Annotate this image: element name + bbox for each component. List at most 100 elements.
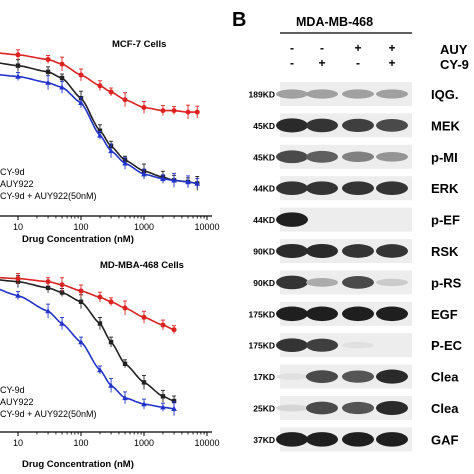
blot-band (376, 369, 408, 384)
data-point (141, 171, 147, 177)
data-point (59, 290, 65, 295)
molecular-weight-label: 175KD (249, 341, 275, 351)
treatment-label: CY-9 (440, 57, 469, 72)
protein-label: RSK (431, 244, 459, 259)
blot-band (376, 400, 408, 416)
blot-band (376, 278, 408, 287)
data-point (15, 73, 21, 79)
protein-label: p-RS (431, 275, 462, 290)
data-point (141, 401, 147, 407)
data-point (171, 327, 177, 333)
data-point (122, 305, 128, 311)
data-point (160, 404, 166, 410)
molecular-weight-label: 37KD (253, 435, 275, 445)
data-point (15, 276, 21, 282)
protein-label: EGF (431, 307, 458, 322)
protein-label: MEK (431, 118, 461, 133)
x-tick-label: 1000 (134, 222, 154, 232)
data-point (78, 339, 84, 345)
data-point (97, 321, 103, 326)
blot-band (306, 370, 338, 383)
blot-row: 37KD GAF (253, 427, 459, 452)
blot-band (342, 401, 374, 415)
data-point (171, 177, 177, 183)
legend-entry: CY-9d (0, 385, 25, 395)
blot-band (276, 432, 308, 447)
protein-label: ERK (431, 181, 459, 196)
series-curve (0, 276, 175, 331)
data-point (108, 299, 114, 305)
data-point (59, 84, 65, 90)
data-point (97, 132, 103, 138)
molecular-weight-label: 189KD (249, 90, 275, 100)
data-point (108, 339, 114, 345)
treatment-sign: + (318, 56, 325, 70)
protein-label: P-EC (431, 338, 463, 353)
molecular-weight-label: 90KD (253, 278, 275, 288)
chart-marks (0, 273, 177, 416)
chart-title: MD-MBA-468 Cells (100, 260, 184, 271)
chart-marks (0, 49, 201, 191)
data-point (97, 83, 103, 89)
x-tick-label: 10 (13, 222, 23, 232)
molecular-weight-label: 44KD (253, 184, 275, 194)
data-point (108, 382, 114, 388)
x-tick-label: 100 (73, 438, 88, 448)
data-point (185, 178, 191, 185)
data-point (59, 61, 65, 67)
blot-band (276, 338, 308, 353)
data-point (97, 128, 103, 133)
blot-band (306, 89, 338, 99)
x-tick-label: 10000 (194, 438, 219, 448)
blot-row: 189KD IQG. (249, 82, 458, 106)
blot-band (376, 432, 408, 447)
western-blot-panel: B MDA-MB-468 - - + + AUY- + - + CY-9 189KD IQG.45… (232, 9, 469, 452)
protein-label: IQG. (431, 87, 458, 102)
blot-row: 175KD P-EC (249, 333, 463, 358)
data-point (122, 394, 128, 401)
blot-band (276, 275, 308, 290)
blot-band (276, 243, 308, 259)
data-point (122, 361, 128, 366)
blot-band (276, 306, 308, 322)
blot-row: 44KD ERK (253, 176, 459, 201)
protein-label: p-MI (431, 150, 458, 165)
blot-band (342, 306, 374, 322)
data-point (194, 109, 200, 115)
data-point (97, 367, 103, 373)
data-point (45, 56, 51, 62)
blot-band (342, 118, 374, 132)
data-point (59, 320, 65, 326)
x-tick-label: 10000 (194, 222, 219, 232)
x-tick-labels: 10 100 1000 10000 (13, 216, 220, 232)
blot-band (376, 119, 408, 132)
blot-band (376, 89, 408, 99)
blot-band (306, 150, 338, 163)
blot-band (342, 276, 374, 289)
blot-band (342, 370, 374, 383)
series-curve (0, 279, 175, 402)
treatment-sign: - (320, 41, 324, 55)
data-point (78, 288, 84, 294)
data-point (171, 398, 177, 404)
data-point (160, 175, 166, 181)
data-point (122, 160, 128, 166)
legend-entry: CY-9d (0, 167, 25, 177)
protein-label: GAF (431, 432, 459, 447)
data-point (185, 109, 191, 115)
blot-band (342, 181, 374, 196)
data-point (171, 108, 177, 114)
protein-label: Clea (431, 370, 459, 385)
data-point (45, 69, 51, 75)
blot-row: 90KD RSK (253, 239, 459, 263)
blot-band (342, 151, 374, 163)
data-point (45, 79, 51, 85)
blot-band (276, 404, 308, 412)
molecular-weight-label: 45KD (253, 121, 275, 131)
treatment-sign: + (388, 41, 395, 55)
treatment-label: AUY (440, 42, 468, 57)
data-point (15, 63, 21, 68)
data-point (194, 180, 201, 186)
blot-band (276, 150, 308, 164)
data-point (45, 279, 51, 285)
